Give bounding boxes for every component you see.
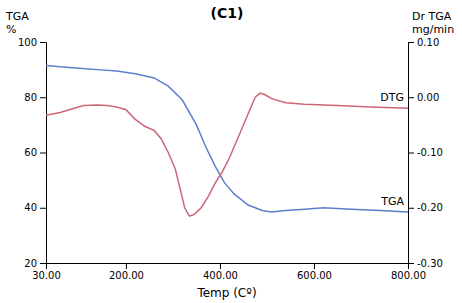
tick-mark — [408, 263, 414, 264]
line — [46, 65, 408, 211]
tick: 40 — [24, 202, 46, 213]
x-axis-line — [47, 264, 409, 270]
plot-area: 30.00 200.00 400.00 600.00 800.00 20 40 60 80 100… — [18, 37, 443, 281]
tick-mark — [40, 42, 46, 43]
series-labels: TGA DTG — [380, 91, 404, 208]
y-axis: 20 40 60 80 100 — [18, 37, 47, 269]
tick-label: 0.00 — [417, 92, 439, 103]
y2-axis-line — [409, 43, 415, 264]
tick-mark — [220, 263, 221, 269]
y-axis-line — [40, 43, 47, 264]
chart: 30.00 200.00 400.00 600.00 800.00 20 40 60 80 100… — [0, 0, 462, 303]
tick-label: -0.10 — [417, 147, 443, 158]
tick-mark — [40, 97, 46, 98]
tick-mark — [408, 97, 414, 98]
y2-axis-label: mg/min — [412, 23, 454, 36]
tick-label: 60 — [24, 147, 37, 158]
tick: 0.10 — [408, 37, 439, 48]
tick-label: 80 — [24, 92, 37, 103]
tick-mark — [40, 263, 46, 264]
tick-label: 40 — [24, 202, 37, 213]
tick-label: 30.00 — [32, 270, 61, 281]
series-label: TGA — [380, 195, 404, 208]
tick-label: 800.00 — [391, 270, 426, 281]
tick-mark — [408, 42, 414, 43]
tick-mark — [126, 263, 127, 269]
tick-mark — [314, 263, 315, 269]
y-axis-label: TGA — [5, 10, 29, 23]
title: (C1) — [211, 5, 244, 21]
tick-label: 100 — [18, 37, 37, 48]
tick-label: 400.00 — [203, 270, 238, 281]
tick: -0.30 — [408, 258, 443, 269]
tick-label: 200.00 — [109, 270, 144, 281]
x-axis: 30.00 200.00 400.00 600.00 800.00 — [32, 263, 426, 281]
tick: -0.10 — [408, 147, 443, 158]
tick-label: -0.20 — [417, 202, 443, 213]
tick: 200.00 — [109, 263, 144, 281]
tick: 100 — [18, 37, 46, 48]
tick-mark — [408, 153, 414, 154]
tick: 0.00 — [408, 92, 439, 103]
y-axis-label: % — [6, 23, 16, 36]
tick-label: 600.00 — [297, 270, 332, 281]
tick: 80 — [24, 92, 46, 103]
tick: -0.20 — [408, 202, 443, 213]
tick-mark — [408, 208, 414, 209]
tick-label: -0.30 — [417, 258, 443, 269]
x-axis-label: Temp (Cº) — [196, 286, 256, 300]
y2-axis: -0.30 -0.20 -0.10 0.00 0.10 — [408, 37, 443, 269]
series-label: DTG — [380, 91, 404, 104]
y2-axis-label: Dr TGA — [412, 10, 452, 23]
lines — [46, 65, 408, 216]
tick-mark — [40, 153, 46, 154]
tick: 400.00 — [203, 263, 238, 281]
tick-mark — [40, 208, 46, 209]
tick: 60 — [24, 147, 46, 158]
tick-label: 0.10 — [417, 37, 439, 48]
tick: 600.00 — [297, 263, 332, 281]
tick: 20 — [24, 258, 46, 269]
tick-label: 20 — [24, 258, 37, 269]
line — [46, 93, 408, 216]
